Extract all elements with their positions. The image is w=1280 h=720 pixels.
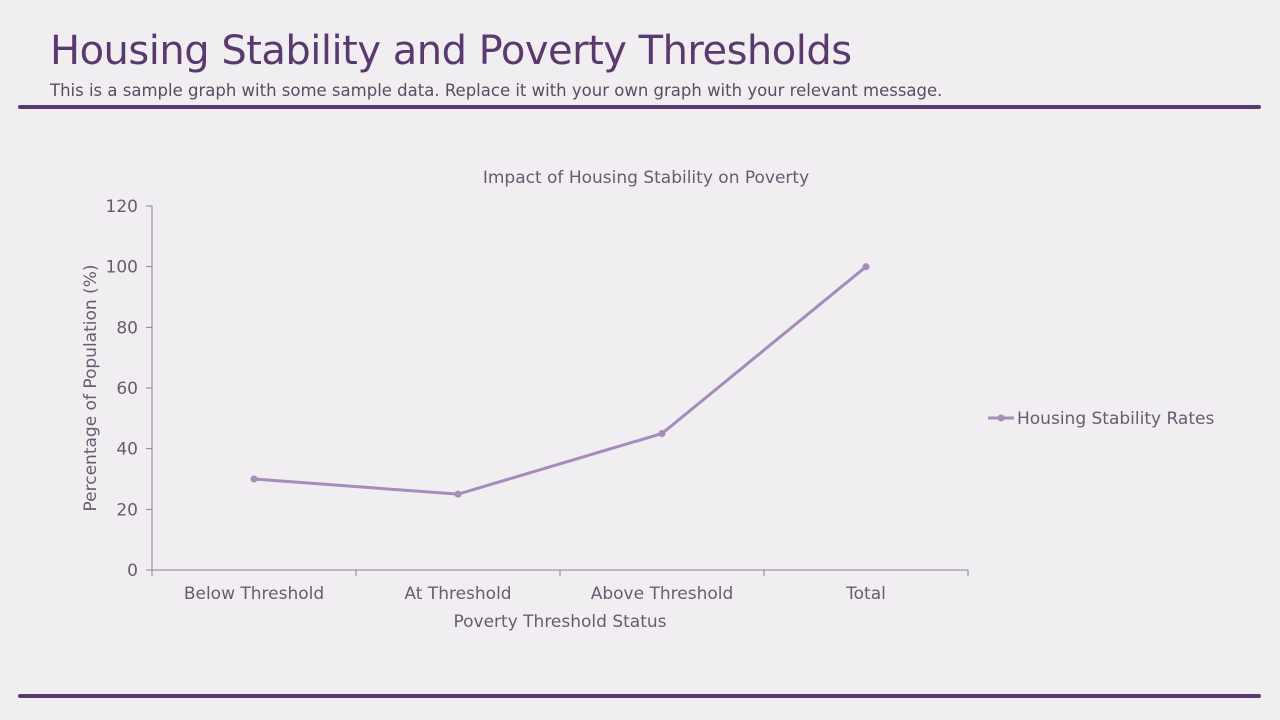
x-tick-label: At Threshold: [404, 584, 511, 604]
y-tick-label: 60: [116, 379, 138, 399]
y-tick-label: 0: [127, 561, 138, 581]
page-title: Housing Stability and Poverty Thresholds: [50, 28, 852, 74]
x-tick-label: Total: [845, 584, 886, 604]
bottom-divider: [18, 694, 1261, 698]
data-point: [862, 263, 870, 271]
x-tick-label: Below Threshold: [184, 584, 324, 604]
y-tick-label: 100: [106, 258, 138, 278]
legend-label: Housing Stability Rates: [1017, 409, 1214, 429]
legend-marker-icon: [997, 414, 1005, 422]
x-tick-label: Above Threshold: [591, 584, 734, 604]
top-divider: [18, 105, 1261, 109]
chart-title: Impact of Housing Stability on Poverty: [483, 168, 809, 188]
x-axis-label: Poverty Threshold Status: [453, 612, 666, 632]
legend: Housing Stability Rates: [988, 409, 1214, 429]
y-tick-label: 80: [116, 318, 138, 338]
y-tick-label: 40: [116, 440, 138, 460]
page-subtitle: This is a sample graph with some sample …: [50, 81, 943, 100]
data-point: [658, 430, 666, 437]
data-point: [454, 490, 462, 498]
y-tick-label: 20: [116, 500, 138, 520]
y-axis-label: Percentage of Population (%): [81, 265, 101, 512]
data-point: [250, 475, 258, 483]
series-line: [253, 265, 867, 496]
y-tick-label: 120: [106, 197, 138, 217]
